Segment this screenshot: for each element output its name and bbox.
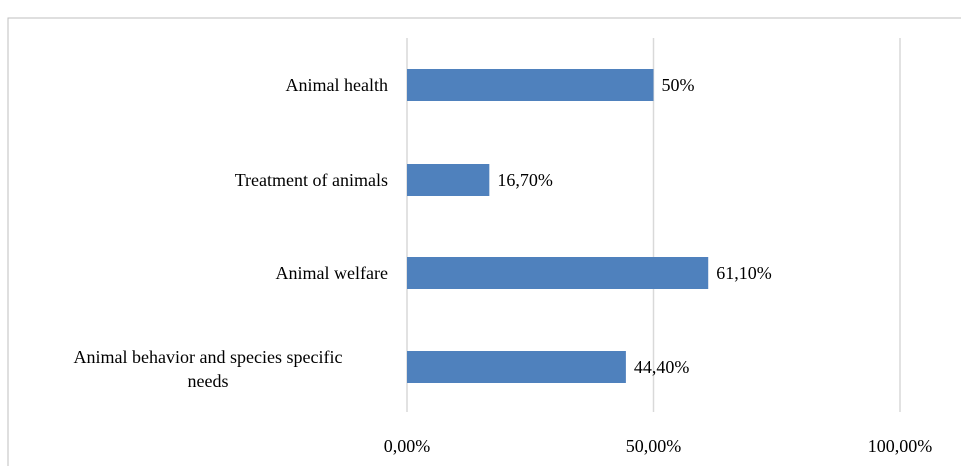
bar	[407, 164, 490, 196]
bar	[407, 257, 709, 289]
data-label: 44,40%	[634, 357, 690, 377]
data-label: 61,10%	[716, 263, 772, 283]
x-tick-label: 0,00%	[384, 436, 431, 456]
category-labels: Animal health Treatment of animals Animal …	[74, 75, 388, 391]
bar	[407, 69, 654, 101]
category-label: Animal behavior and species specific need…	[74, 347, 343, 391]
data-label: 16,70%	[497, 170, 553, 190]
data-labels: 50% 16,70% 61,10% 44,40%	[497, 75, 771, 377]
category-label: Animal welfare	[276, 263, 388, 283]
x-tick-labels: 0,00% 50,00% 100,00%	[384, 436, 933, 456]
data-label: 50%	[662, 75, 695, 95]
x-tick-label: 50,00%	[626, 436, 682, 456]
category-label: Treatment of animals	[235, 170, 388, 190]
category-label: Animal health	[286, 75, 388, 95]
bars	[407, 69, 709, 383]
chart-frame	[7, 17, 961, 466]
x-tick-label: 100,00%	[868, 436, 933, 456]
bar	[407, 351, 626, 383]
